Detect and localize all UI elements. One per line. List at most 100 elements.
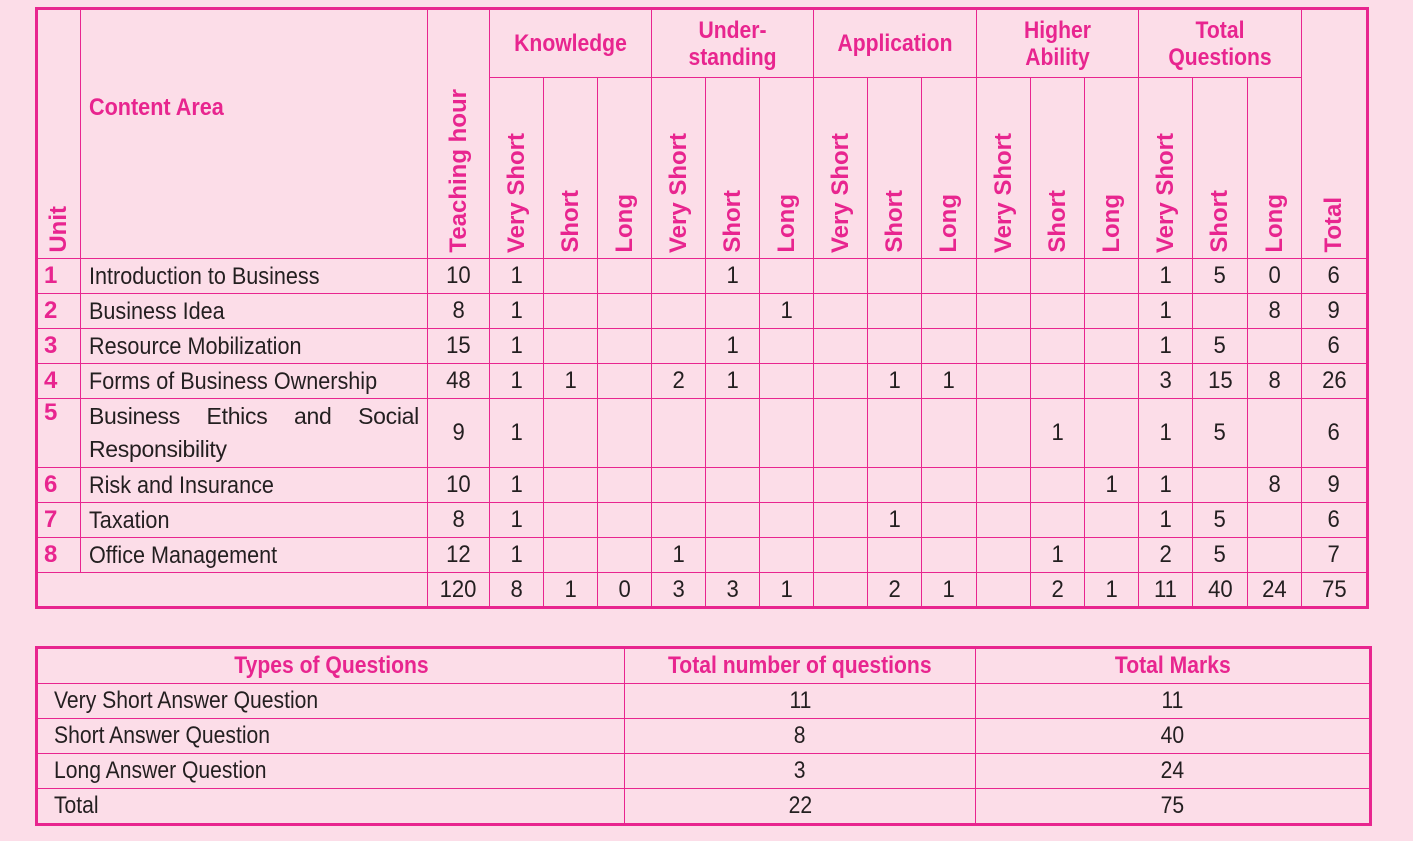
grid-cell: 6 [1301,502,1369,538]
grid-cell [759,398,815,468]
sub-header-short: Short [543,77,598,259]
grid-cell [867,258,923,294]
total-header-label: Total [1320,197,1348,253]
content-area-text: Introduction to Business [89,262,320,290]
grid-cell: 1 [651,537,707,573]
total-cell-value: 24 [1262,575,1287,603]
grid-cell [705,502,761,538]
table-row: 6 Risk and Insurance 10 1 1 1 8 9 [36,467,1369,503]
grid-cell [813,502,869,538]
summary-row: Total 22 75 [36,788,1371,825]
grid-cell [596,258,653,294]
sub-header-label: Long [610,194,638,253]
grid-cell-value: 1 [726,332,739,359]
teaching-hour-cell: 9 [427,398,490,468]
sub-header-label: Long [1097,194,1125,253]
grid-cell-value: 1 [510,262,523,289]
grid-cell [759,502,815,538]
sub-header-label: Long [1260,194,1288,253]
unit-number: 5 [36,398,81,468]
grid-cell [976,328,1032,364]
sub-header-label: Very Short [664,132,692,253]
group-header-line: Application [837,30,953,57]
sub-header-short: Short [705,77,761,259]
total-cell: 75 [1301,572,1369,608]
question-count-cell: 3 [624,753,976,789]
grid-cell: 1 [1084,467,1140,503]
grid-cell-value: 3 [1159,367,1172,394]
grid-cell [921,293,978,329]
sub-header-label: Short [1043,190,1071,253]
question-marks-cell: 24 [975,753,1371,789]
question-count-cell: 11 [624,683,976,719]
grid-cell [1084,502,1140,538]
sub-header-label: Short [1206,190,1234,253]
grid-cell-value: 1 [1159,471,1172,498]
total-cell-value: 1 [1105,575,1118,603]
group-header-line: Under- [698,16,767,44]
grid-cell-value: 1 [1159,419,1172,446]
teaching-hour-value: 9 [452,419,465,446]
grid-cell-value: 1 [510,332,523,359]
sub-header-long: Long [1247,77,1303,259]
total-cell [976,572,1032,608]
question-marks-value: 11 [1161,687,1184,714]
group-header-line: standing [688,43,777,71]
grid-cell [1192,293,1249,329]
content-area-text: Office Management [89,541,278,569]
grid-cell: 1 [867,502,923,538]
content-area-text: Risk and Insurance [89,471,274,499]
grid-cell [596,293,653,329]
grid-cell [543,398,598,468]
grid-cell: 1 [489,398,544,468]
content-area-text: Resource Mobilization [89,332,302,360]
question-count-value: 22 [788,792,812,819]
total-number-header: Total number of questions [624,647,976,684]
grid-cell: 1 [1138,398,1194,468]
content-area-cell: Risk and Insurance [80,467,428,503]
group-header-label: Higher Ability [987,17,1129,71]
grid-cell [596,537,653,573]
grid-cell [543,502,598,538]
group-header-application: Application [813,8,978,78]
table-row: 5 Business Ethics and Social Responsibili… [36,398,1369,468]
grid-cell: 1 [867,363,923,399]
grid-cell-value: 1 [510,471,523,498]
question-marks-value: 24 [1160,757,1185,784]
grid-cell: 26 [1301,363,1369,399]
grid-cell [1084,537,1140,573]
group-header-total-questions: Total Questions [1138,8,1303,78]
grid-cell: 0 [1247,258,1303,294]
grid-cell [543,537,598,573]
grid-cell: 1 [489,537,544,573]
grid-cell: 1 [1030,398,1086,468]
table-row: 4 Forms of Business Ownership 48 1 1 2 1 1 1 3 15 8… [36,363,1369,399]
total-number-header-label: Total number of questions [668,652,932,679]
teaching-hour-value: 8 [452,506,465,533]
unit-header: Unit [36,8,81,259]
total-cell-value: 8 [510,575,523,603]
grid-cell: 7 [1301,537,1369,573]
grid-cell [705,467,761,503]
teaching-hour-header: Teaching hour [427,8,490,259]
grid-cell [705,293,761,329]
grid-cell: 1 [1138,328,1194,364]
total-cell-value: 40 [1207,575,1233,603]
group-header-label: Under-standing [662,17,804,71]
grid-cell-value: 15 [1207,367,1233,394]
grid-cell [813,258,869,294]
grid-cell [705,398,761,468]
question-summary-table: Types of Questions Total number of quest… [35,646,1372,826]
question-type-cell: Very Short Answer Question [36,683,625,719]
unit-header-label: Unit [45,206,72,253]
grid-cell [813,398,869,468]
grid-cell-value: 1 [942,367,956,394]
grid-cell: 1 [489,363,544,399]
grid-cell: 15 [1192,363,1249,399]
grid-cell [759,467,815,503]
grid-cell [976,293,1032,329]
grid-cell [813,467,869,503]
grid-cell [867,398,923,468]
table-row: 3 Resource Mobilization 15 1 1 1 5 6 [36,328,1369,364]
unit-number: 1 [36,258,81,294]
